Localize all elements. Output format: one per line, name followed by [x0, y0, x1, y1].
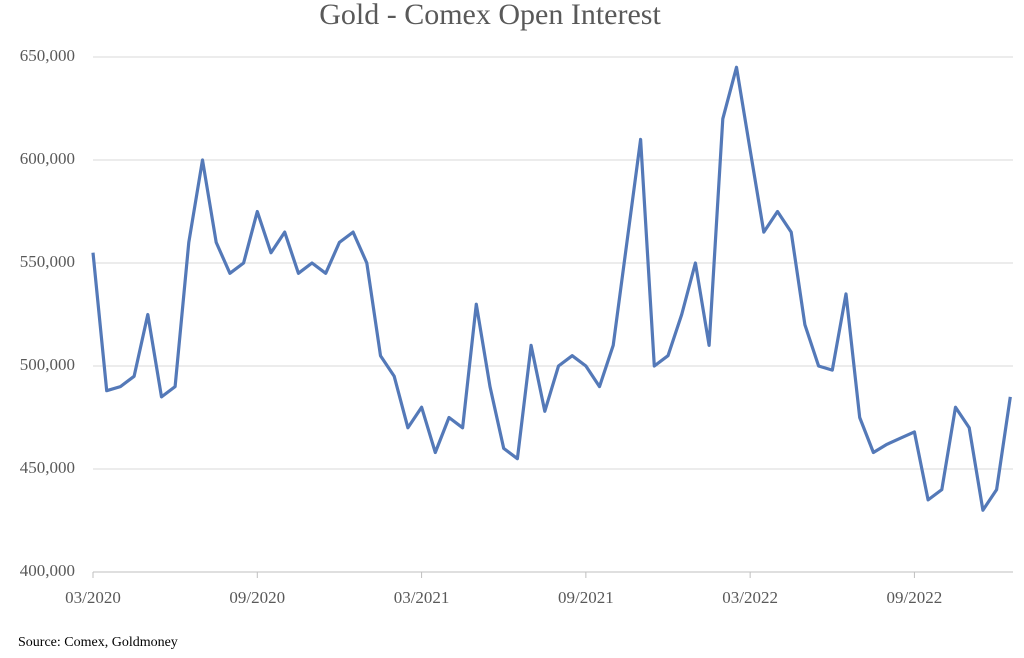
y-tick-label: 500,000 — [20, 355, 75, 374]
y-tick-label: 400,000 — [20, 561, 75, 580]
chart-title: Gold - Comex Open Interest — [319, 0, 661, 31]
data-line — [91, 65, 1012, 512]
y-tick-label: 450,000 — [20, 458, 75, 477]
x-tick-label: 09/2021 — [558, 588, 614, 607]
x-tick-label: 03/2021 — [394, 588, 450, 607]
x-tick-label: 09/2022 — [887, 588, 943, 607]
x-tick-label: 03/2022 — [722, 588, 778, 607]
source-note: Source: Comex, Goldmoney — [18, 635, 178, 650]
y-tick-label: 600,000 — [20, 149, 75, 168]
x-tick-label: 03/2020 — [65, 588, 121, 607]
y-tick-label: 550,000 — [20, 252, 75, 271]
x-tick-label: 09/2020 — [229, 588, 285, 607]
y-tick-label: 650,000 — [20, 46, 75, 65]
